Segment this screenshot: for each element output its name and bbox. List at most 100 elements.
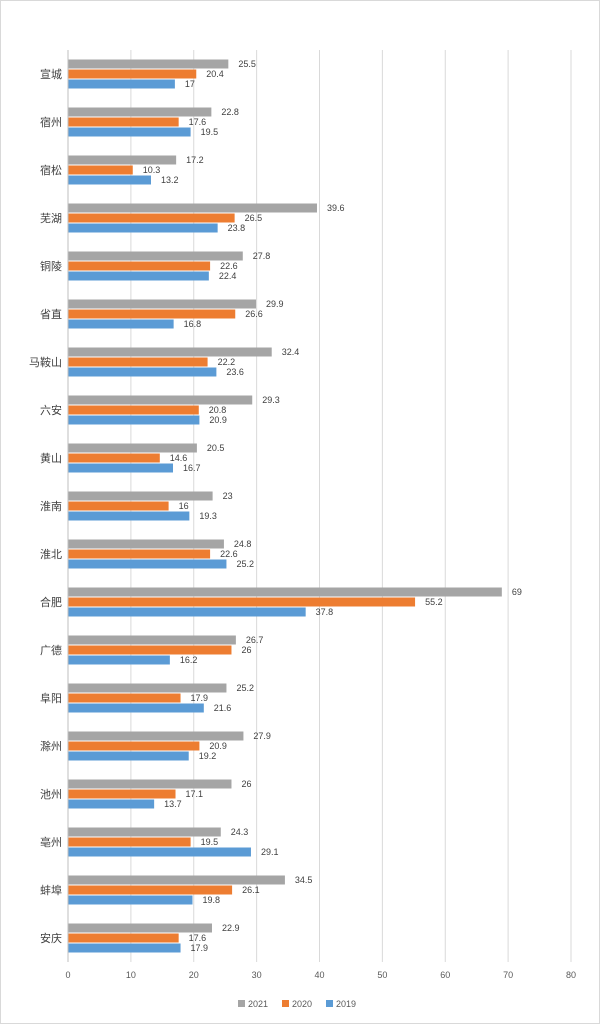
x-tick-label: 20 <box>189 970 199 980</box>
category-label: 马鞍山 <box>29 355 62 369</box>
category-label: 亳州 <box>40 835 62 849</box>
data-label: 17.9 <box>191 693 209 703</box>
bar-2021-阜阳 <box>68 683 227 693</box>
data-label: 22.2 <box>218 357 236 367</box>
data-label: 26.1 <box>242 885 260 895</box>
category-label: 芜湖 <box>40 211 62 225</box>
bar-2020-马鞍山 <box>68 357 208 367</box>
bar-2021-淮北 <box>68 539 224 549</box>
data-label: 23 <box>223 491 233 501</box>
data-label: 17.9 <box>191 943 209 953</box>
bar-2021-芜湖 <box>68 203 317 213</box>
bar-2020-宿松 <box>68 165 133 175</box>
bar-2020-安庆 <box>68 933 179 943</box>
data-label: 14.6 <box>170 453 188 463</box>
x-tick-label: 10 <box>126 970 136 980</box>
bar-2019-黄山 <box>68 463 174 473</box>
bar-2019-马鞍山 <box>68 367 217 377</box>
bar-2020-省直 <box>68 309 236 319</box>
data-label: 23.8 <box>228 223 246 233</box>
data-label: 34.5 <box>295 875 313 885</box>
data-label: 25.2 <box>236 683 254 693</box>
data-label: 26.5 <box>245 213 263 223</box>
data-label: 19.2 <box>199 751 217 761</box>
legend-label: 2021 <box>248 999 268 1009</box>
bar-2021-铜陵 <box>68 251 243 261</box>
bar-2019-省直 <box>68 319 174 329</box>
data-label: 19.3 <box>199 511 217 521</box>
bar-2021-安庆 <box>68 923 212 933</box>
data-label: 27.8 <box>253 251 271 261</box>
x-tick-label: 70 <box>503 970 513 980</box>
bar-2021-广德 <box>68 635 236 645</box>
category-label: 蚌埠 <box>40 883 62 897</box>
data-label: 16.2 <box>180 655 198 665</box>
bar-2020-淮南 <box>68 501 169 511</box>
category-label: 淮北 <box>40 548 62 561</box>
bar-2019-宿州 <box>68 127 191 137</box>
bar-2021-宣城 <box>68 59 229 69</box>
bar-2019-阜阳 <box>68 703 204 713</box>
bar-2021-亳州 <box>68 827 221 837</box>
bar-2020-黄山 <box>68 453 160 463</box>
bar-2020-广德 <box>68 645 232 655</box>
data-labels: 25.520.41722.817.619.517.210.313.239.626… <box>143 59 522 953</box>
bar-2019-六安 <box>68 415 200 425</box>
bar-2021-合肥 <box>68 587 502 597</box>
bar-2019-合肥 <box>68 607 306 617</box>
data-label: 16 <box>179 501 189 511</box>
bar-2019-滁州 <box>68 751 189 761</box>
bar-2019-淮北 <box>68 559 227 569</box>
bar-2020-亳州 <box>68 837 191 847</box>
data-label: 20.8 <box>209 405 227 415</box>
data-label: 23.6 <box>226 367 244 377</box>
category-label: 阜阳 <box>40 692 62 705</box>
data-label: 37.8 <box>316 607 334 617</box>
data-label: 29.9 <box>266 299 284 309</box>
category-label: 合肥 <box>40 595 62 609</box>
bar-2021-滁州 <box>68 731 244 741</box>
data-label: 26 <box>241 779 251 789</box>
data-label: 20.5 <box>207 443 225 453</box>
data-label: 16.7 <box>183 463 201 473</box>
data-label: 17.1 <box>186 789 204 799</box>
data-label: 22.6 <box>220 261 238 271</box>
data-label: 17.6 <box>189 117 207 127</box>
data-label: 10.3 <box>143 165 161 175</box>
bar-2020-合肥 <box>68 597 416 607</box>
category-label: 广德 <box>40 643 62 657</box>
category-label: 铜陵 <box>40 259 62 273</box>
data-label: 22.6 <box>220 549 238 559</box>
axes: 0 10 20 30 40 50 60 70 80 宣城宿州宿松芜湖铜陵省直马鞍山六安黄山淮南淮北… <box>29 50 576 980</box>
x-tick-label: 40 <box>314 970 324 980</box>
legend-label: 2019 <box>336 999 356 1009</box>
data-label: 16.8 <box>184 319 202 329</box>
bar-2019-安庆 <box>68 943 181 953</box>
category-label: 宣城 <box>40 67 62 81</box>
bar-2019-亳州 <box>68 847 251 857</box>
data-label: 21.6 <box>214 703 232 713</box>
x-tick-label: 60 <box>440 970 450 980</box>
data-label: 29.3 <box>262 395 280 405</box>
category-label: 滁州 <box>40 739 62 753</box>
legend-label: 2020 <box>292 999 312 1009</box>
bar-2021-六安 <box>68 395 253 405</box>
data-label: 20.4 <box>206 69 224 79</box>
category-label: 池州 <box>40 788 62 801</box>
data-label: 69 <box>512 587 522 597</box>
data-label: 17.6 <box>189 933 207 943</box>
category-label: 六安 <box>40 403 62 417</box>
data-label: 20.9 <box>209 415 227 425</box>
data-label: 25.2 <box>236 559 254 569</box>
gridlines <box>130 50 572 962</box>
data-label: 26.6 <box>245 309 263 319</box>
bar-2019-铜陵 <box>68 271 209 281</box>
bar-2021-蚌埠 <box>68 875 285 885</box>
bar-2020-芜湖 <box>68 213 235 223</box>
data-label: 22.4 <box>219 271 237 281</box>
bar-2021-淮南 <box>68 491 213 501</box>
bar-2019-宿松 <box>68 175 151 185</box>
data-label: 24.3 <box>231 827 249 837</box>
bar-2021-黄山 <box>68 443 197 453</box>
bar-2021-宿州 <box>68 107 212 117</box>
